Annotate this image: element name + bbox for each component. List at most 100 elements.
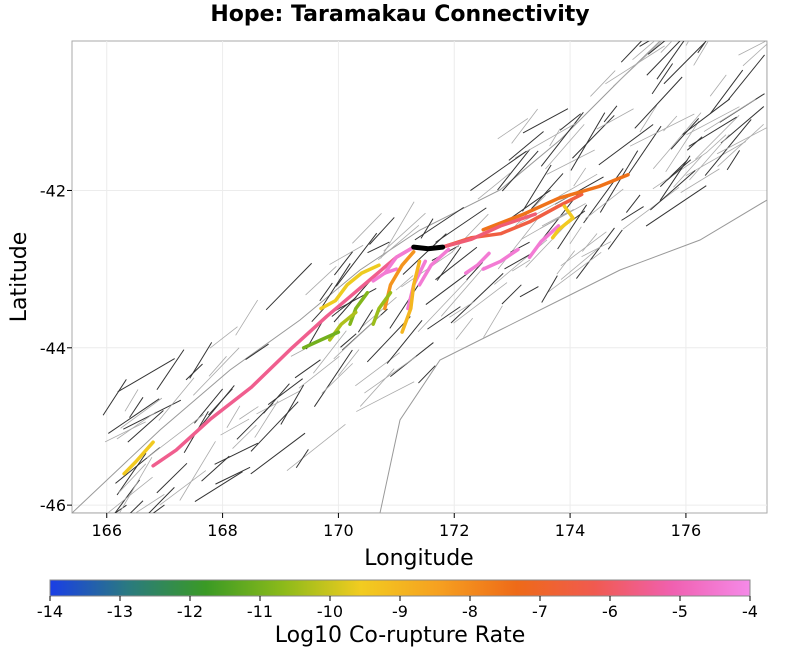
colorbar-tick-label: -10 <box>317 602 343 621</box>
background-fault-trace <box>686 106 740 136</box>
background-fault-trace <box>607 229 623 250</box>
background-fault-trace <box>605 45 665 85</box>
background-fault-trace <box>116 411 157 440</box>
colorbar-tick-label: -6 <box>602 602 618 621</box>
colorbar-tick-label: -7 <box>532 602 548 621</box>
background-fault-trace <box>209 326 238 349</box>
background-fault-trace <box>102 379 127 416</box>
background-fault-trace <box>576 227 615 279</box>
background-fault-trace <box>590 70 616 97</box>
connected-section <box>348 290 370 326</box>
background-fault-trace <box>621 206 644 221</box>
x-tick-label: 176 <box>671 521 702 540</box>
background-fault-trace <box>148 487 175 513</box>
background-fault-trace <box>194 471 243 502</box>
background-fault-trace <box>418 365 436 384</box>
background-fault-trace <box>201 455 230 482</box>
background-fault-trace <box>585 188 624 219</box>
background-fault-trace <box>435 246 478 281</box>
background-fault-trace <box>598 124 654 166</box>
x-tick-label: 166 <box>91 521 122 540</box>
connected-section <box>122 440 155 476</box>
background-fault-trace <box>634 76 683 129</box>
background-fault-trace <box>660 41 673 53</box>
background-fault-trace <box>120 397 163 429</box>
background-fault-trace <box>146 414 204 459</box>
background-fault-trace <box>530 173 564 210</box>
background-fault-trace <box>294 359 321 379</box>
background-fault-trace <box>215 466 251 485</box>
background-fault-trace <box>682 98 731 135</box>
background-fault-trace <box>651 63 674 95</box>
background-fault-trace <box>108 398 160 434</box>
background-fault-trace <box>298 355 340 389</box>
background-fault-trace <box>549 128 561 147</box>
background-fault-trace <box>620 41 643 63</box>
background-fault-trace <box>236 402 274 440</box>
colorbar-tick-label: -5 <box>672 602 688 621</box>
background-fault-trace <box>560 231 607 267</box>
background-fault-trace <box>335 232 378 287</box>
background-fault-trace <box>232 424 257 449</box>
connected-section <box>319 263 381 311</box>
background-fault-trace <box>116 452 147 496</box>
connected-section <box>527 224 561 260</box>
background-fault-trace <box>364 356 417 394</box>
colorbar <box>49 579 751 597</box>
background-fault-trace <box>295 449 309 469</box>
background-fault-trace <box>558 173 598 197</box>
background-fault-trace <box>522 164 552 212</box>
background-fault-trace <box>124 389 139 412</box>
background-fault-trace <box>449 300 476 318</box>
background-fault-trace <box>366 316 411 363</box>
y-axis-title: Latitude <box>7 232 32 323</box>
background-fault-trace <box>596 108 634 130</box>
background-fault-trace <box>693 41 709 66</box>
background-fault-trace <box>647 41 666 55</box>
background-fault-trace <box>501 150 539 192</box>
background-fault-trace <box>256 390 302 415</box>
background-fault-trace <box>612 41 663 87</box>
background-fault-trace <box>673 155 703 188</box>
background-fault-trace <box>466 261 483 281</box>
y-ticks: -42 -44 -46 <box>40 181 72 515</box>
background-fault-trace <box>118 457 153 513</box>
colorbar-tick-label: -11 <box>247 602 273 621</box>
background-fault-trace <box>738 41 767 56</box>
background-fault-trace <box>156 462 188 494</box>
background-fault-trace <box>573 167 587 187</box>
background-fault-trace <box>129 397 144 418</box>
background-fault-trace <box>313 349 353 407</box>
background-fault-trace <box>709 74 727 97</box>
background-fault-trace <box>355 352 400 387</box>
background-fault-trace <box>622 186 680 230</box>
background-fault-trace <box>367 241 390 254</box>
background-fault-trace <box>706 134 727 154</box>
connected-sections <box>122 172 630 476</box>
background-fault-trace <box>450 273 504 324</box>
background-fault-trace <box>267 378 303 405</box>
background-fault-trace <box>695 115 740 160</box>
background-fault-trace <box>659 160 688 187</box>
background-fault-trace <box>127 410 164 443</box>
background-fault-trace <box>625 194 641 213</box>
x-tick-label: 168 <box>207 521 238 540</box>
background-fault-trace <box>646 41 681 76</box>
background-fault-trace <box>742 43 767 67</box>
connected-section <box>371 290 393 326</box>
background-fault-trace <box>357 309 373 333</box>
background-fault-trace <box>220 418 250 436</box>
background-fault-trace <box>729 0 767 13</box>
background-fault-trace <box>670 118 700 150</box>
background-fault-trace <box>508 131 544 161</box>
background-fault-trace <box>389 281 422 329</box>
background-fault-trace <box>581 241 612 258</box>
x-tick-label: 172 <box>439 521 470 540</box>
background-fault-trace <box>435 207 487 243</box>
background-fault-trace <box>321 363 353 394</box>
source-section <box>411 244 446 252</box>
background-fault-trace <box>718 0 737 7</box>
background-fault-trace <box>250 432 306 475</box>
x-tick-label: 174 <box>555 521 586 540</box>
colorbar-tick-label: -12 <box>177 602 203 621</box>
